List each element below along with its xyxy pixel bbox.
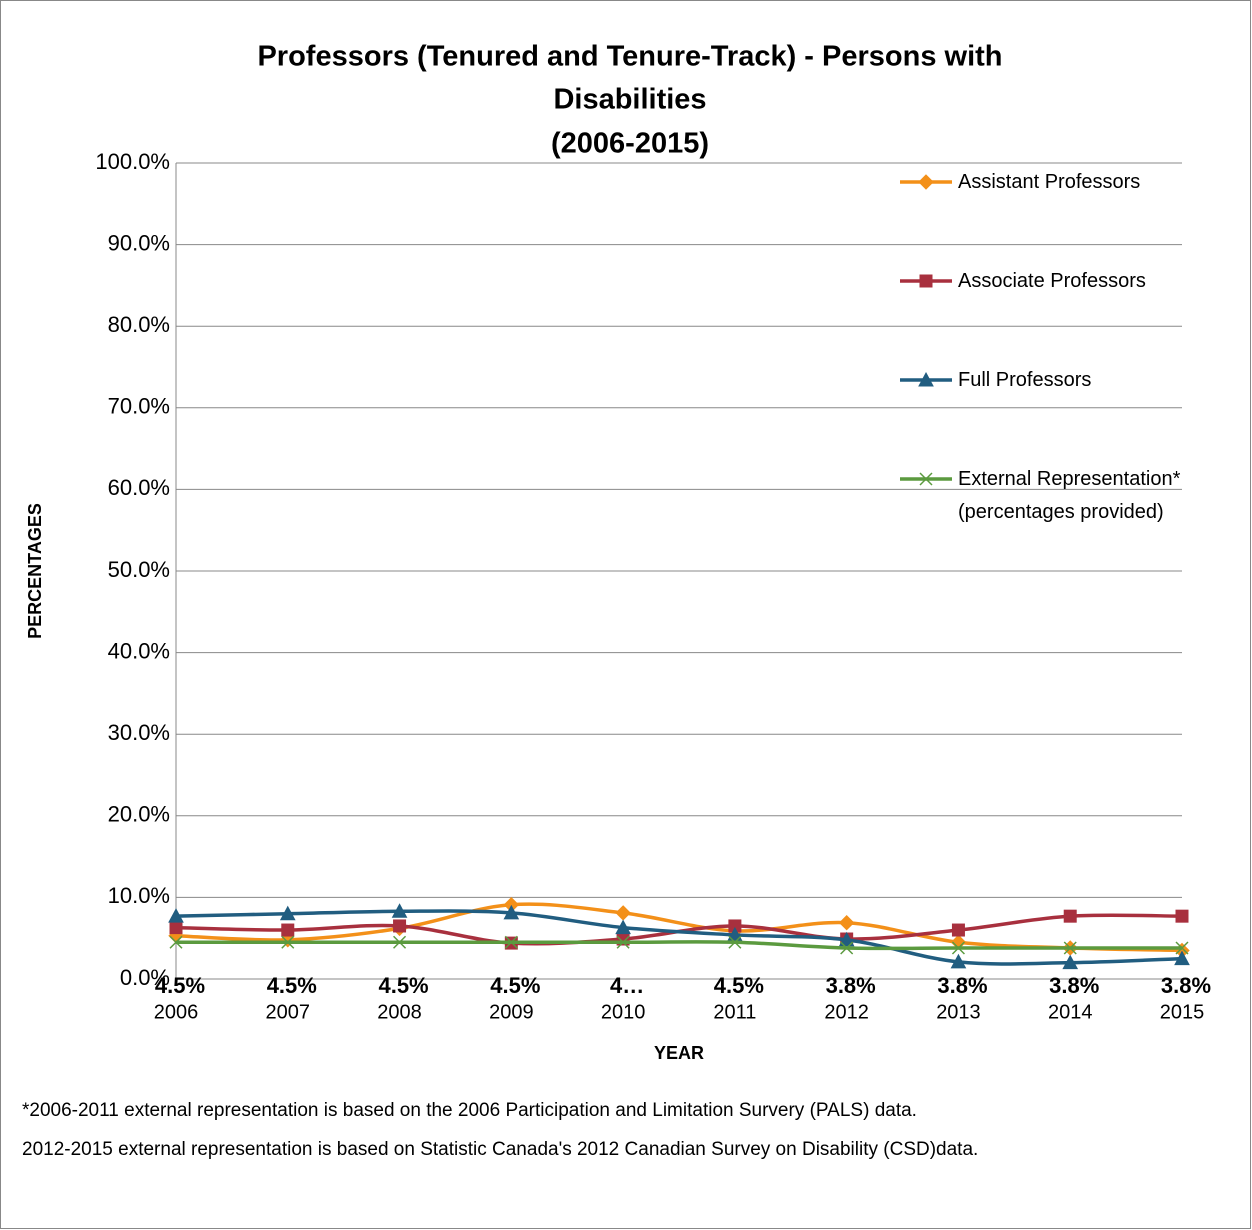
y-tick-label: 70.0% (108, 394, 170, 419)
marker (728, 935, 742, 949)
data-label: 3.8% (826, 973, 876, 998)
legend-label: External Representation* (percentages pr… (958, 468, 1181, 523)
marker (838, 914, 855, 931)
chart-title: Disabilities (553, 84, 706, 116)
marker (918, 371, 934, 387)
data-label: 4.5% (378, 973, 428, 998)
marker (1175, 941, 1189, 955)
marker (503, 904, 520, 920)
series-line (175, 902, 1183, 953)
marker (615, 919, 631, 935)
marker (169, 921, 183, 935)
data-label: 4… (610, 973, 644, 998)
marker (281, 935, 295, 949)
x-tick-label: 2007 (266, 1001, 311, 1023)
marker (616, 935, 630, 949)
marker (504, 935, 518, 949)
y-tick-label: 60.0% (108, 475, 170, 500)
legend-label: Associate Professors (958, 270, 1146, 292)
legend-key (900, 371, 952, 387)
x-tick-label: 2009 (489, 1001, 534, 1023)
x-tick-label: 2011 (713, 1001, 756, 1023)
x-tick-label: 2013 (936, 1001, 981, 1023)
legend-key (900, 472, 952, 486)
data-label: 4.5% (490, 973, 540, 998)
marker (393, 935, 407, 949)
legend-key (900, 174, 952, 190)
marker (919, 472, 933, 486)
data-label: 4.5% (155, 973, 205, 998)
marker (1063, 909, 1077, 923)
legend-label: Full Professors (958, 369, 1092, 391)
marker (168, 908, 184, 923)
chart-title: Professors (Tenured and Tenure-Track) - … (257, 41, 1002, 73)
y-tick-label: 100.0% (95, 149, 170, 174)
data-label: 4.5% (267, 973, 317, 998)
y-tick-label: 50.0% (108, 557, 170, 582)
data-label: 3.8% (1161, 973, 1211, 998)
y-tick-label: 90.0% (108, 230, 170, 255)
x-axis-title: YEAR (654, 1043, 704, 1063)
marker (951, 923, 965, 937)
data-label: 3.8% (937, 973, 987, 998)
marker (281, 923, 295, 937)
marker (393, 919, 407, 933)
y-tick-label: 0.0% (120, 965, 170, 990)
marker (1174, 950, 1190, 966)
x-tick-label: 2012 (824, 1001, 869, 1023)
marker (918, 174, 934, 190)
marker (838, 931, 855, 947)
chart-title: (2006-2015) (551, 128, 709, 160)
x-tick-label: 2006 (154, 1001, 199, 1023)
data-label: 4.5% (714, 973, 764, 998)
footnote: 2012-2015 external representation is bas… (22, 1139, 979, 1160)
marker (391, 903, 408, 918)
y-tick-label: 30.0% (108, 720, 170, 745)
marker (840, 941, 854, 955)
footnote: *2006-2011 external representation is ba… (22, 1100, 917, 1121)
marker (919, 274, 933, 288)
marker (1175, 909, 1189, 923)
marker (1062, 954, 1079, 970)
legend-key (900, 274, 952, 288)
series-line (175, 909, 1183, 966)
marker (951, 941, 965, 955)
y-tick-label: 20.0% (108, 802, 170, 827)
x-tick-label: 2015 (1160, 1001, 1205, 1023)
marker (169, 935, 183, 949)
legend-label: Assistant Professors (958, 171, 1141, 193)
y-tick-label: 40.0% (108, 638, 170, 663)
marker (1063, 941, 1077, 955)
marker (279, 905, 296, 921)
x-tick-label: 2010 (601, 1001, 646, 1023)
data-label: 3.8% (1049, 973, 1099, 998)
y-tick-label: 10.0% (108, 883, 170, 908)
series-line (176, 940, 1182, 951)
marker (950, 953, 967, 969)
x-tick-label: 2008 (377, 1001, 422, 1023)
y-axis-title: PERCENTAGES (25, 503, 45, 639)
x-tick-label: 2014 (1048, 1001, 1093, 1023)
y-tick-label: 80.0% (108, 312, 170, 337)
